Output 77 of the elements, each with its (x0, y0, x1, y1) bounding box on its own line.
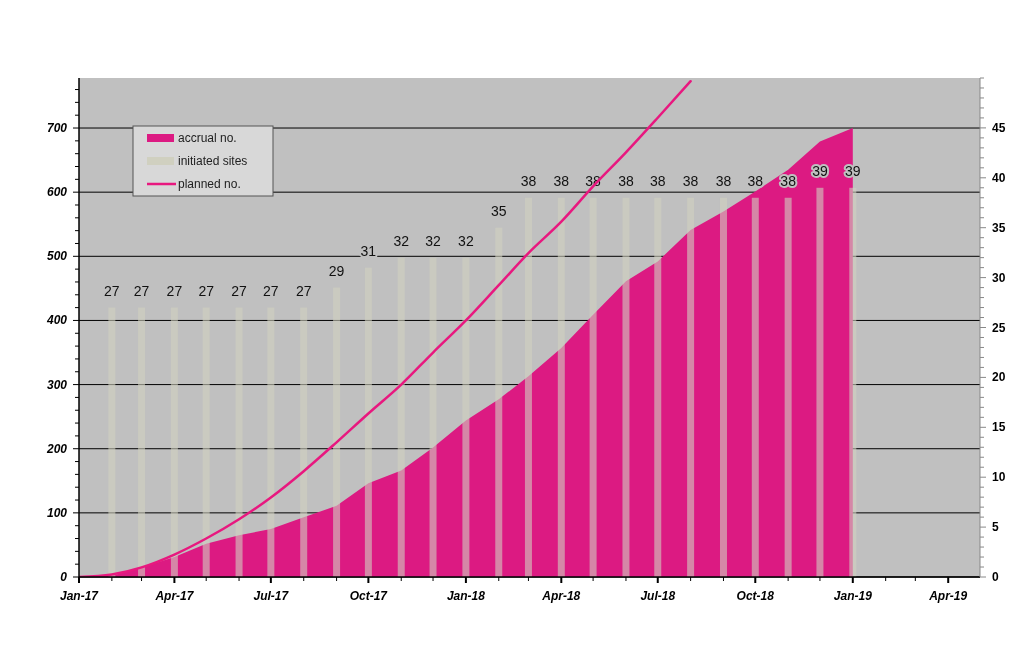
bar (816, 187, 824, 577)
data-label: 38 (618, 172, 634, 189)
bar (267, 307, 275, 577)
y-tick-label: 600 (46, 185, 68, 200)
data-label: 27 (295, 282, 312, 299)
bar (719, 197, 727, 577)
bar (654, 197, 662, 577)
y2-tick-label: 25 (992, 320, 1006, 335)
bar (300, 307, 308, 577)
data-label: 38 (553, 172, 570, 189)
legend-label: planned no. (178, 177, 241, 191)
bar (524, 197, 532, 577)
y2-tick-label: 5 (992, 520, 999, 535)
y2-tick-label: 45 (992, 120, 1006, 135)
data-label: 27 (104, 282, 120, 299)
data-label: 32 (393, 232, 410, 249)
y-tick-label: 100 (46, 505, 68, 520)
data-label: 27 (263, 282, 279, 299)
bar (589, 197, 597, 577)
y2-tick-label: 10 (992, 470, 1006, 485)
bar (751, 197, 759, 577)
y2-tick-label: 35 (992, 220, 1006, 235)
data-label: 35 (490, 202, 507, 219)
y-tick-label: 0 (60, 570, 68, 584)
bar (429, 257, 437, 577)
x-tick-label: Oct-18 (736, 589, 775, 603)
data-label: 38 (780, 172, 797, 189)
bar (557, 197, 565, 577)
bar (170, 307, 178, 577)
data-label: 27 (166, 282, 183, 299)
bar (784, 197, 792, 577)
bar (687, 197, 695, 577)
data-label: 38 (715, 172, 732, 189)
bar (397, 257, 405, 577)
x-tick-label: Apr-17 (154, 589, 195, 603)
data-label: 29 (328, 262, 345, 279)
y2-tick-label: 40 (992, 170, 1006, 185)
x-tick-label: Oct-17 (349, 589, 389, 603)
data-label: 38 (649, 172, 666, 189)
y2-tick-label: 30 (992, 270, 1006, 285)
bar (108, 307, 116, 577)
data-label: 27 (231, 282, 248, 299)
x-tick-label: Apr-18 (541, 589, 581, 603)
legend-label: accrual no. (178, 131, 237, 145)
bar (333, 287, 341, 577)
y-tick-label: 500 (46, 249, 68, 264)
data-label: 27 (133, 282, 150, 299)
y-tick-label: 700 (46, 121, 68, 136)
y-tick-label: 200 (45, 441, 68, 456)
x-tick-label: Jan-19 (833, 589, 873, 603)
data-label: 38 (682, 172, 699, 189)
bar (495, 227, 503, 577)
bar (138, 307, 146, 577)
data-label: 32 (425, 232, 442, 249)
data-label: 27 (198, 282, 215, 299)
bar (622, 197, 630, 577)
y2-tick-label: 0 (992, 570, 999, 584)
data-label: 38 (520, 172, 537, 189)
bar (462, 257, 470, 577)
x-tick-label: Jul-18 (640, 589, 676, 603)
y2-tick-label: 20 (992, 370, 1006, 385)
bar (849, 187, 857, 577)
data-label: 38 (747, 172, 764, 189)
data-label: 32 (458, 232, 474, 249)
x-tick-label: Apr-19 (928, 589, 968, 603)
y2-tick-label: 15 (992, 420, 1006, 435)
data-label: 39 (812, 162, 828, 179)
x-tick-label: Jul-17 (253, 589, 290, 603)
bar (202, 307, 210, 577)
bar (235, 307, 243, 577)
legend-label: initiated sites (178, 154, 248, 168)
y-tick-label: 300 (46, 377, 68, 392)
y-tick-label: 400 (45, 313, 68, 328)
x-tick-label: Jan-18 (446, 589, 486, 603)
data-label: 31 (360, 242, 377, 259)
bar (364, 267, 372, 577)
x-tick-label: Jan-17 (59, 589, 100, 603)
